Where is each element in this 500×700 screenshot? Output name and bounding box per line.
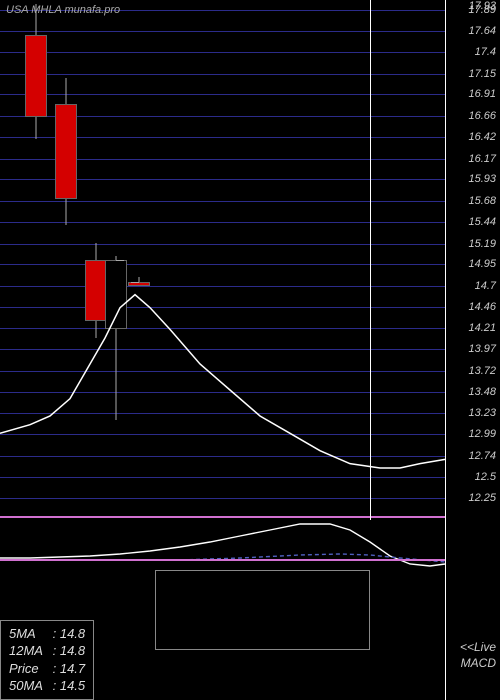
price-label: 17.89 [468, 4, 496, 16]
price-label: 15.93 [468, 173, 496, 185]
price-label: 13.48 [468, 386, 496, 398]
price-label: 15.68 [468, 195, 496, 207]
cursor-vertical-line [370, 0, 371, 520]
price-label: 13.23 [468, 407, 496, 419]
price-label: 14.46 [468, 301, 496, 313]
stock-chart: USA MHLA munafa.pro 17.9317.8917.6417.41… [0, 0, 500, 700]
price-label: 17.4 [475, 46, 496, 58]
price-label: 17.64 [468, 25, 496, 37]
price-pane: 17.9317.8917.6417.417.1516.9116.6616.421… [0, 0, 500, 520]
price-label: 13.97 [468, 343, 496, 355]
price-label: 14.21 [468, 322, 496, 334]
live-label: <<Live [460, 640, 496, 654]
ma12-row: 12MA : 14.8 [9, 642, 85, 660]
price-label: 15.44 [468, 216, 496, 228]
price-label: 16.66 [468, 110, 496, 122]
price-row: Price : 14.7 [9, 660, 85, 678]
price-label: 14.7 [475, 280, 496, 292]
price-info-box: 5MA : 14.8 12MA : 14.8 Price : 14.7 50MA… [0, 620, 94, 700]
ma5-row: 5MA : 14.8 [9, 625, 85, 643]
price-label: 16.42 [468, 131, 496, 143]
price-label: 16.17 [468, 153, 496, 165]
ma50-row: 50MA : 14.5 [9, 677, 85, 695]
y-axis-line [445, 0, 446, 520]
price-label: 14.95 [468, 258, 496, 270]
ma50-line [0, 295, 445, 468]
price-label: 12.99 [468, 428, 496, 440]
macd-histogram-box [155, 570, 370, 650]
macd-label: MACD [461, 656, 496, 670]
price-label: 15.19 [468, 238, 496, 250]
price-label: 12.5 [475, 471, 496, 483]
price-label: 17.15 [468, 68, 496, 80]
price-label: 13.72 [468, 365, 496, 377]
price-label: 16.91 [468, 88, 496, 100]
price-label: 12.74 [468, 450, 496, 462]
chart-title: USA MHLA munafa.pro [6, 4, 120, 16]
price-label: 12.25 [468, 492, 496, 504]
ma-overlay [0, 0, 500, 520]
macd-axis-line [445, 520, 446, 700]
